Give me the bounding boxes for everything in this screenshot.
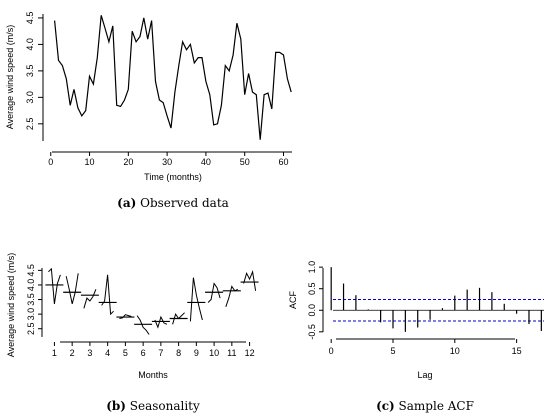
panel-b-x-label: Months bbox=[138, 370, 168, 380]
panel-a-y-tick-label: 2.5 bbox=[25, 118, 35, 131]
panel-b-x-tick-label: 11 bbox=[227, 348, 236, 358]
panel-b-y-tick-label: 3.0 bbox=[26, 308, 36, 321]
panel-b-caption-letter: (b) bbox=[106, 399, 126, 413]
panel-b-y-tick-label: 4.0 bbox=[26, 279, 36, 292]
panel-a-x-tick-label: 0 bbox=[48, 157, 53, 167]
panel-b-month-subseries-line bbox=[65, 273, 79, 305]
panel-b-x-tick-label: 5 bbox=[123, 348, 128, 358]
panel-a-x-tick-label: 30 bbox=[162, 157, 172, 167]
panel-c-y-label: ACF bbox=[288, 290, 298, 309]
panel-b-month-subseries-line bbox=[243, 269, 257, 291]
panel-a-x-tick-label: 60 bbox=[278, 157, 288, 167]
panel-c-x-tick-label: 5 bbox=[390, 346, 395, 356]
panel-b-x-tick-label: 10 bbox=[209, 348, 219, 358]
panel-b-month-subseries-line bbox=[225, 285, 239, 307]
panel-c-y-ticks: -0.5 0.0 0.5 1.0 bbox=[307, 261, 323, 340]
panel-b-month-subseries bbox=[45, 267, 259, 335]
panel-b-month-subseries-line bbox=[207, 282, 221, 303]
panel-a-plot: 2.5 3.0 3.5 4.0 4.5 0 10 20 30 40 50 60 Time (mont… bbox=[5, 12, 292, 182]
panel-a-y-label: Average wind speed (m/s) bbox=[5, 25, 15, 129]
panel-c-x-label: Lag bbox=[417, 370, 432, 380]
panel-b-x-tick-label: 7 bbox=[158, 348, 163, 358]
panel-b-x-tick-label: 9 bbox=[194, 348, 199, 358]
panel-b-month-subseries-line bbox=[154, 315, 168, 329]
panel-c-x-tick-label: 15 bbox=[512, 346, 522, 356]
panel-a-y-tick-label: 4.5 bbox=[25, 12, 35, 25]
panel-b-y-tick-label: 2.5 bbox=[26, 322, 36, 335]
panel-a-x-label: Time (months) bbox=[144, 172, 202, 182]
panel-c-y-tick-label: 0.5 bbox=[307, 282, 317, 295]
panel-b-x-tick-label: 6 bbox=[141, 348, 146, 358]
panel-a-caption-text: Observed data bbox=[136, 196, 229, 210]
panel-b-x-tick-label: 12 bbox=[245, 348, 255, 358]
panel-c-caption-text: Sample ACF bbox=[395, 399, 474, 413]
panel-a-x-tick-label: 20 bbox=[123, 157, 133, 167]
panel-a-y-tick-label: 4.0 bbox=[25, 38, 35, 51]
panel-b-y-label: Average wind speed (m/s) bbox=[6, 253, 16, 357]
panel-b-x-tick-label: 2 bbox=[70, 348, 75, 358]
panel-a: 2.5 3.0 3.5 4.0 4.5 0 10 20 30 40 50 60 Time (mont… bbox=[5, 12, 292, 210]
panel-b-y-tick-label: 4.5 bbox=[26, 264, 36, 277]
panel-a-caption: (a) Observed data bbox=[117, 196, 229, 210]
panel-b: 2.53.03.54.04.5 1 2 3 4 5 6 7 8 9 10 11 12 Months A… bbox=[6, 253, 259, 413]
panel-c-caption-letter: (c) bbox=[376, 399, 395, 413]
panel-a-x-tick-label: 40 bbox=[201, 157, 211, 167]
panel-b-y-tick-label: 3.5 bbox=[26, 293, 36, 306]
panel-a-x-tick-label: 10 bbox=[85, 157, 95, 167]
panel-a-x-tick-label: 50 bbox=[240, 157, 250, 167]
panel-b-x-tick-label: 8 bbox=[176, 348, 181, 358]
panel-c: -0.5 0.0 0.5 1.0 0 5 10 15 Lag ACF (c) Sample … bbox=[288, 261, 544, 413]
panel-c-x-tick-label: 10 bbox=[450, 346, 460, 356]
panel-b-x-ticks: 1 2 3 4 5 6 7 8 9 10 11 12 bbox=[52, 342, 255, 358]
panel-c-x-tick-label: 0 bbox=[329, 346, 334, 356]
panel-b-caption-text: Seasonality bbox=[126, 399, 200, 413]
panel-a-series-line bbox=[54, 15, 292, 140]
panel-c-y-tick-label: -0.5 bbox=[307, 324, 317, 340]
panel-b-x-tick-label: 1 bbox=[52, 348, 57, 358]
panel-a-y-tick-label: 3.5 bbox=[25, 65, 35, 78]
panel-b-caption: (b) Seasonality bbox=[106, 399, 200, 413]
panel-a-y-tick-label: 3.0 bbox=[25, 91, 35, 104]
panel-a-x-ticks: 0 10 20 30 40 50 60 bbox=[48, 152, 288, 167]
panel-b-month-subseries-line bbox=[48, 267, 61, 304]
panel-c-x-ticks: 0 5 10 15 bbox=[329, 339, 522, 356]
panel-b-month-subseries-line bbox=[101, 274, 114, 316]
panel-b-month-subseries-line bbox=[119, 314, 132, 319]
panel-c-acf-bars bbox=[330, 267, 544, 332]
panel-a-caption-letter: (a) bbox=[117, 196, 136, 210]
panel-c-y-tick-label: 1.0 bbox=[307, 261, 317, 274]
panel-b-x-tick-label: 4 bbox=[105, 348, 110, 358]
panel-c-caption: (c) Sample ACF bbox=[376, 399, 474, 413]
panel-b-month-subseries-line bbox=[189, 277, 203, 322]
panel-b-y-ticks: 2.53.0 3.54.0 4.5 bbox=[26, 264, 42, 335]
panel-b-x-tick-label: 3 bbox=[87, 348, 92, 358]
panel-b-month-subseries-line bbox=[136, 315, 150, 335]
panel-b-month-subseries-line bbox=[83, 289, 97, 309]
panel-c-y-tick-label: 0.0 bbox=[307, 304, 317, 317]
panel-a-y-ticks: 2.5 3.0 3.5 4.0 4.5 bbox=[25, 12, 43, 130]
